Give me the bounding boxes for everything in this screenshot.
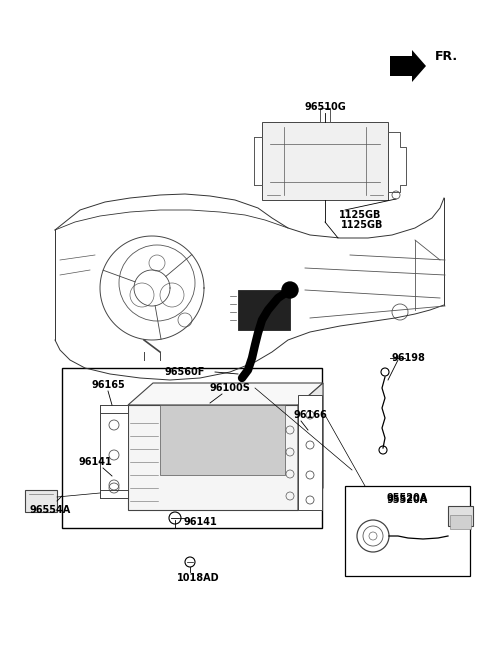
Bar: [62, 368, 322, 528]
Bar: [448, 506, 473, 526]
Bar: [160, 405, 285, 475]
Text: 96560F: 96560F: [165, 367, 205, 377]
Polygon shape: [390, 50, 426, 82]
Polygon shape: [128, 383, 323, 405]
Bar: [450, 515, 471, 529]
Bar: [262, 122, 388, 200]
Bar: [238, 290, 290, 330]
Text: 96141: 96141: [78, 457, 112, 467]
Text: 95520A: 95520A: [386, 495, 428, 505]
Text: 96510G: 96510G: [304, 102, 346, 112]
Text: 96198: 96198: [391, 353, 425, 363]
Bar: [345, 486, 470, 576]
Polygon shape: [298, 383, 323, 510]
Text: 1125GB: 1125GB: [341, 220, 383, 230]
Text: 96165: 96165: [91, 380, 125, 390]
Bar: [298, 395, 322, 510]
Bar: [25, 490, 57, 512]
Text: FR.: FR.: [435, 49, 458, 62]
Text: 96554A: 96554A: [29, 505, 71, 515]
Text: 95520A: 95520A: [386, 493, 428, 503]
Bar: [100, 405, 128, 498]
Text: 1018AD: 1018AD: [177, 573, 219, 583]
Text: 1125GB: 1125GB: [339, 210, 381, 220]
Text: 96141: 96141: [183, 517, 217, 527]
Text: 96100S: 96100S: [210, 383, 251, 393]
Text: 96166: 96166: [293, 410, 327, 420]
Circle shape: [282, 282, 298, 298]
Bar: [128, 405, 298, 510]
